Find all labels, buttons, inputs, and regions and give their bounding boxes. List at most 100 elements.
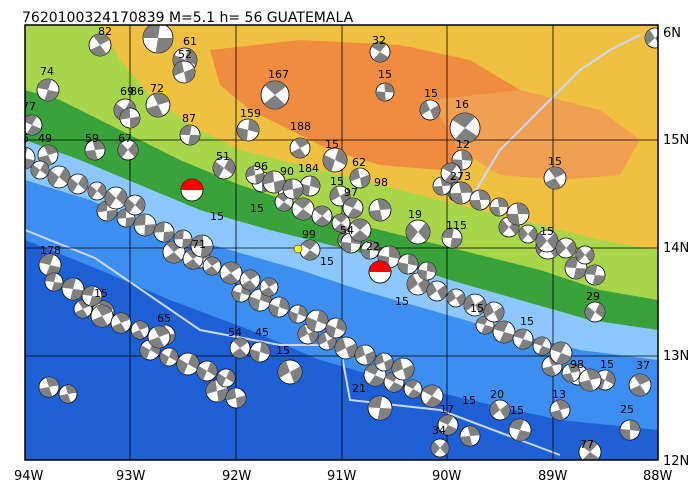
event-depth-label: 65 — [157, 312, 171, 325]
focal-mechanism-icon — [644, 27, 658, 49]
event-depth-label: 15 — [276, 344, 290, 357]
focal-mechanism-icon — [260, 80, 290, 110]
focal-mechanism-icon — [176, 352, 200, 376]
focal-mechanism-icon — [190, 234, 214, 258]
focal-mechanism-icon — [555, 237, 577, 259]
event-depth-label: 12 — [456, 138, 470, 151]
event-depth-label: 21 — [352, 382, 366, 395]
focal-mechanism-icon — [512, 328, 534, 350]
focal-mechanism-icon — [437, 414, 459, 436]
focal-mechanism-icon — [492, 320, 516, 344]
focal-mechanism-icon — [578, 440, 602, 460]
event-depth-label: 69 — [120, 85, 134, 98]
focal-mechanism-icon — [584, 264, 606, 286]
focal-mechanism-icon — [628, 373, 652, 397]
event-depth-label: 15 — [510, 404, 524, 417]
focal-mechanism-icon — [47, 165, 71, 189]
map-frame — [24, 24, 659, 461]
focal-mechanism-icon — [483, 301, 505, 323]
focal-mechanism-icon — [369, 41, 391, 63]
focal-mechanism-icon — [451, 149, 473, 171]
event-depth-label: 45 — [255, 326, 269, 339]
event-depth-label: 15 — [640, 10, 654, 23]
focal-mechanism-icon — [104, 186, 128, 210]
lat-tick-15n: 15N — [663, 133, 689, 148]
event-depth-label: 77 — [580, 438, 594, 451]
focal-mechanism-icon — [518, 224, 538, 244]
event-depth-label: 15 — [548, 155, 562, 168]
focal-mechanism-icon — [58, 384, 78, 404]
focal-mechanism-icon — [322, 147, 348, 173]
focal-mechanism-icon — [142, 25, 174, 54]
focal-mechanism-icon — [449, 112, 481, 144]
event-depth-label: 36 — [15, 132, 29, 145]
event-depth-label: 22 — [366, 240, 380, 253]
focal-mechanism-icon — [291, 197, 315, 221]
focal-mechanism-icon — [225, 387, 247, 409]
focal-mechanism-icon — [391, 357, 415, 381]
focal-mechanism-icon — [153, 221, 175, 243]
event-depth-label: 15 — [462, 394, 476, 407]
focal-mechanism-icon — [25, 114, 43, 136]
event-depth-label: 51 — [216, 150, 230, 163]
focal-mechanism-icon — [489, 197, 509, 217]
event-depth-label: 90 — [280, 165, 294, 178]
focal-mechanism-icon — [216, 368, 236, 388]
focal-mechanism-icon — [325, 317, 347, 339]
focal-mechanism-icon — [212, 156, 236, 180]
focal-mechanism-icon — [202, 256, 222, 276]
focal-mechanism-icon — [239, 269, 261, 291]
focal-mechanism-icon — [584, 301, 606, 323]
focal-mechanism-icon — [463, 293, 487, 317]
focal-mechanism-icon — [360, 240, 380, 260]
event-depth-label: 13 — [552, 388, 566, 401]
event-depth-label: 97 — [344, 186, 358, 199]
focal-mechanism-icon — [549, 341, 573, 365]
focal-mechanism-icon — [420, 384, 444, 408]
focal-mechanism-icon — [331, 213, 351, 233]
lon-tick-93w: 93W — [116, 469, 146, 484]
event-depth-label: 184 — [298, 162, 319, 175]
focal-mechanism-icon — [489, 399, 511, 421]
event-depth-label: 15 — [250, 202, 264, 215]
event-depth-label: 25 — [620, 403, 634, 416]
event-depth-label: 159 — [240, 107, 261, 120]
event-depth-label: 86 — [130, 85, 144, 98]
event-depth-label: 82 — [98, 25, 112, 38]
focal-mechanism-icon — [367, 395, 393, 421]
event-depth-label: 15 — [520, 315, 534, 328]
focal-mechanism-icon — [469, 189, 491, 211]
event-depth-label: 74 — [40, 65, 54, 78]
focal-mechanism-icon — [549, 399, 571, 421]
focal-mechanism-icon — [561, 363, 581, 383]
lon-tick-88w: 88W — [643, 469, 673, 484]
focal-mechanism-icon — [403, 379, 423, 399]
focal-mechanism-icon — [130, 320, 150, 340]
event-depth-label: 178 — [40, 244, 61, 257]
event-depth-label: 188 — [290, 120, 311, 133]
lat-tick-13n: 13N — [663, 349, 689, 364]
event-depth-label: 17 — [440, 403, 454, 416]
focal-mechanism-icon — [259, 277, 279, 297]
focal-mechanism-icon — [426, 280, 448, 302]
event-depth-label: 15 — [378, 68, 392, 81]
focal-mechanism-icon — [124, 194, 146, 216]
event-depth-label: 15 — [330, 175, 344, 188]
event-depth-label: 71 — [192, 238, 206, 251]
focal-mechanism-icon — [417, 261, 437, 281]
focal-mechanism-icon — [268, 296, 290, 318]
focal-mechanism-icon — [81, 285, 103, 307]
lat-tick-6n: 6N — [663, 26, 681, 41]
focal-mechanism-icon — [334, 336, 358, 360]
focal-mechanism-icon — [348, 218, 372, 242]
event-depth-label: 15 — [424, 87, 438, 100]
event-depth-label: 99 — [302, 228, 316, 241]
focal-mechanism-icon — [179, 124, 201, 146]
focal-mechanism-icon — [277, 359, 303, 385]
event-depth-label: 15 — [210, 210, 224, 223]
event-depth-label: 62 — [352, 156, 366, 169]
focal-mechanism-icon — [543, 166, 567, 190]
focal-mechanism-icon — [87, 181, 107, 201]
event-depth-label: 16 — [455, 98, 469, 111]
